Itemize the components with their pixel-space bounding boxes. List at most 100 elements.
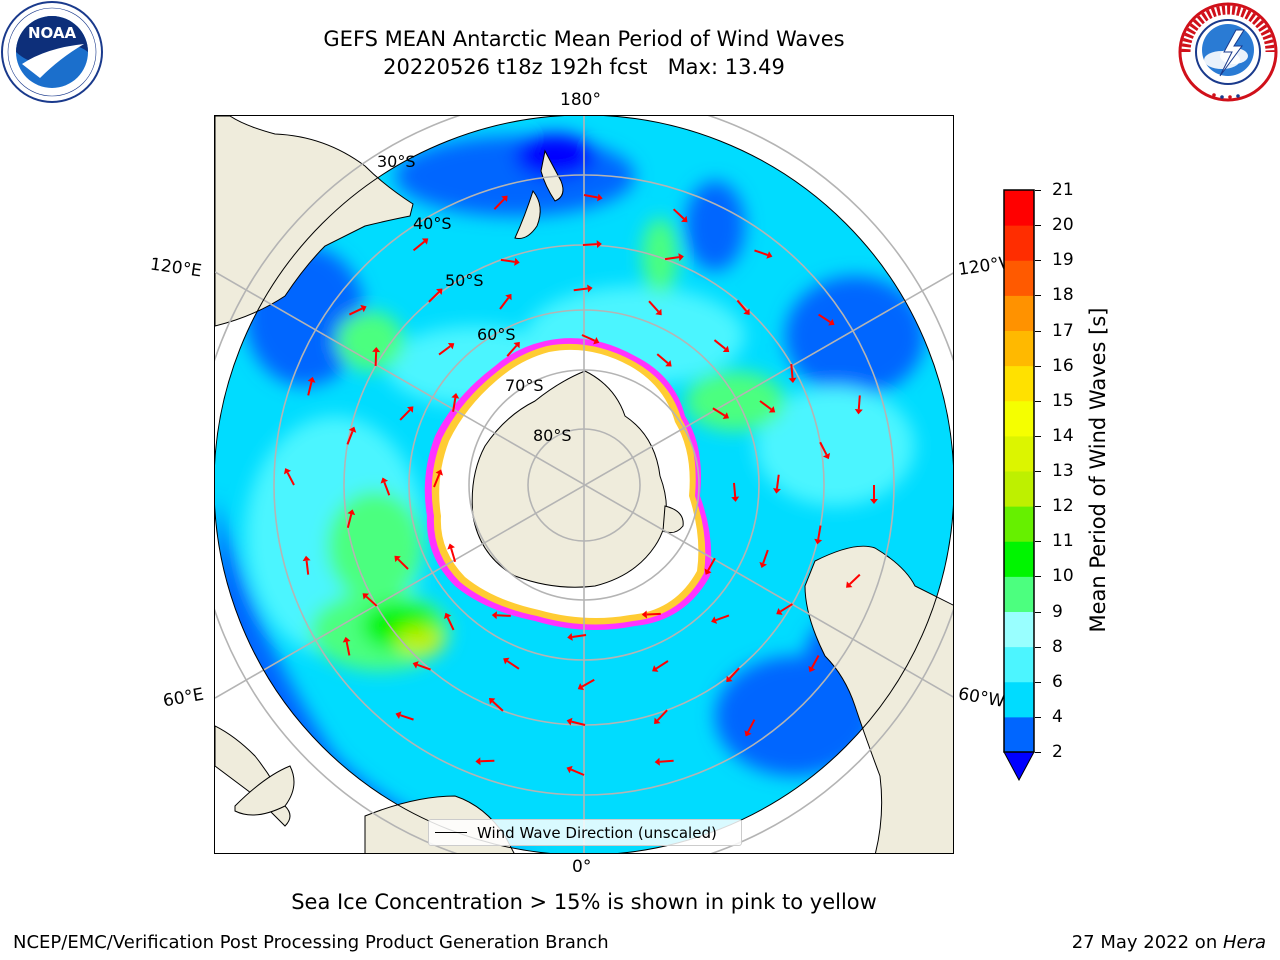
colorbar-tick (1035, 225, 1041, 227)
wind-wave-arrow (500, 258, 515, 263)
wind-wave-arrowhead (597, 193, 603, 202)
wind-wave-arrow (493, 198, 505, 210)
wind-wave-arrow (346, 430, 354, 445)
wind-wave-arrow (759, 400, 772, 411)
wind-wave-arrow (397, 558, 409, 570)
lat-label-40s: 40°S (413, 214, 452, 233)
wind-wave-arrow (496, 614, 511, 617)
wind-wave-arrowhead (475, 757, 481, 766)
wind-wave-arrowhead (567, 632, 573, 641)
wind-wave-arrows (283, 193, 878, 776)
date-stamp: 27 May 2022 on Hera (1072, 932, 1266, 953)
wind-wave-arrowhead (726, 675, 733, 683)
wind-wave-arrowhead (652, 665, 659, 672)
colorbar-tick-label: 13 (1052, 461, 1074, 481)
wind-wave-arrowhead (654, 717, 661, 724)
colorbar-tick (1035, 716, 1041, 718)
wind-wave-arrowhead (808, 665, 816, 673)
wind-wave-arrowhead (577, 683, 585, 691)
wind-wave-arrow (412, 240, 426, 252)
noaa-logo-text: NOAA (28, 24, 77, 42)
wind-wave-arrowhead (412, 661, 419, 669)
wind-wave-arrowhead (743, 308, 750, 316)
wind-wave-arrowhead (307, 376, 316, 383)
wind-wave-arrow (790, 363, 794, 379)
colorbar-tick-label: 14 (1052, 425, 1074, 446)
wind-wave-arrow (570, 768, 585, 776)
wind-wave-arrowhead (759, 561, 767, 568)
nws-logo (1178, 2, 1278, 102)
wind-wave-arrow (581, 678, 595, 688)
colorbar-tick (1035, 752, 1041, 753)
wind-wave-arrow (664, 256, 680, 261)
wind-wave-arrow (712, 407, 726, 417)
wind-wave-arrowhead (870, 499, 878, 504)
host-name: Hera (1222, 932, 1266, 953)
legend-line-icon (435, 832, 467, 833)
wind-wave-arrow (452, 397, 457, 412)
wind-wave-arrowhead (704, 568, 712, 575)
australia-landmass (215, 116, 414, 327)
wind-wave-arrow (286, 472, 295, 486)
wind-wave-arrow (581, 334, 596, 342)
colorbar-cell (1004, 646, 1034, 683)
colorbar-tick-label: 17 (1052, 320, 1074, 341)
wind-wave-arrowhead (722, 412, 730, 419)
colorbar-tick-label: 9 (1052, 601, 1063, 622)
colorbar-cell (1004, 471, 1034, 507)
wind-wave-arrow (655, 660, 669, 670)
wind-wave-arrowhead (436, 288, 443, 295)
colorbar-tick (1035, 330, 1041, 332)
colorbar-tick (1035, 190, 1041, 191)
wind-wave-arrow (346, 513, 353, 528)
date-text: 27 May 2022 on (1071, 932, 1223, 953)
map-title: GEFS MEAN Antarctic Mean Period of Wind … (323, 27, 845, 51)
wind-wave-arrow (571, 720, 586, 726)
legend-label: Wind Wave Direction (unscaled) (477, 823, 717, 842)
wind-wave-arrowhead (491, 611, 497, 620)
wind-wave-arrowhead (395, 711, 402, 720)
wind-wave-arrowhead (283, 468, 292, 475)
colorbar-cell (1004, 260, 1034, 296)
wind-wave-arrowhead (501, 195, 508, 202)
wind-wave-arrowhead (641, 610, 647, 619)
sea-ice-note: Sea Ice Concentration > 15% is shown in … (291, 890, 877, 914)
wind-wave-arrowhead (566, 717, 573, 726)
wind-wave-arrow (417, 663, 431, 671)
colorbar-tick-label: 10 (1052, 566, 1074, 587)
wind-wave-arrow (656, 353, 669, 364)
wind-wave-arrow (450, 548, 457, 563)
wind-wave-arrowhead (822, 452, 831, 460)
lon-label-180: 180° (560, 90, 601, 110)
wind-wave-arrowhead (854, 409, 863, 415)
wind-wave-arrowhead (665, 360, 672, 367)
wind-wave-arrow (672, 208, 685, 220)
wind-wave-arrowhead (348, 426, 357, 433)
colorbar-tick (1035, 365, 1041, 367)
colorbar-tick (1035, 400, 1041, 402)
wind-wave-arrowhead (593, 337, 600, 345)
lon-label-60e: 60°E (161, 684, 206, 712)
wind-wave-arrowhead (362, 593, 369, 600)
wind-wave-arrowhead (302, 555, 311, 562)
lat-label-80s: 80°S (533, 426, 572, 445)
lat-label-70s: 70°S (505, 376, 544, 395)
wind-wave-arrowhead (342, 636, 351, 643)
wind-wave-arrow (446, 616, 455, 631)
wind-wave-arrowhead (421, 238, 429, 245)
colorbar-tick-label: 2 (1052, 742, 1063, 762)
noaa-logo: NOAA (1, 1, 103, 103)
wind-wave-arrow (775, 474, 780, 489)
colorbar-extend-arrow (1003, 751, 1035, 781)
colorbar-cell (1004, 295, 1034, 331)
wind-wave-arrowhead (587, 284, 593, 293)
wind-wave-arrowhead (596, 240, 602, 249)
wind-wave-arrowhead (435, 469, 443, 476)
colorbar-tick-label: 21 (1052, 180, 1074, 200)
wind-wave-arrow (728, 667, 740, 680)
colorbar-cell (1004, 330, 1034, 367)
wind-wave-arrow (583, 194, 598, 199)
colorbar-tick-label: 12 (1052, 496, 1074, 517)
wind-wave-arrow (305, 560, 310, 575)
wind-wave-arrowhead (846, 581, 853, 588)
